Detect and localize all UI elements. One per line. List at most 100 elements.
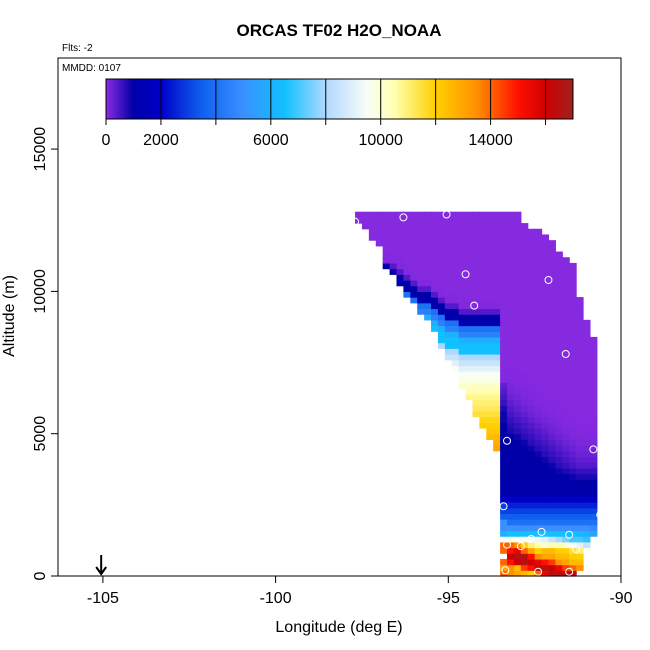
- heatmap-cell: [569, 536, 577, 543]
- heatmap-cell: [437, 217, 446, 224]
- heatmap-cell: [520, 456, 529, 463]
- heatmap-cell: [451, 262, 460, 270]
- heatmap-cell: [527, 342, 536, 349]
- heatmap-cell: [534, 240, 543, 247]
- heatmap-cell: [520, 331, 529, 338]
- heatmap-cell: [541, 280, 550, 287]
- heatmap-cell: [472, 262, 480, 270]
- heatmap-cell: [437, 280, 446, 287]
- heatmap-cell: [583, 428, 591, 435]
- heatmap-cell: [589, 484, 598, 492]
- heatmap-cell: [541, 479, 550, 486]
- heatmap-cell: [424, 251, 432, 258]
- heatmap-cell: [431, 211, 439, 218]
- heatmap-cell: [472, 257, 480, 264]
- heatmap-cell: [527, 513, 536, 520]
- heatmap-cell: [431, 228, 439, 236]
- heatmap-cell: [569, 336, 577, 344]
- heatmap-cell: [527, 519, 536, 526]
- heatmap-cell: [451, 223, 460, 230]
- heatmap-cell: [493, 262, 501, 270]
- heatmap-cell: [493, 410, 501, 418]
- heatmap-cell: [479, 274, 487, 281]
- heatmap-cell: [486, 285, 494, 292]
- heatmap-cell: [493, 405, 501, 412]
- heatmap-cell: [576, 536, 584, 543]
- heatmap-cell: [583, 416, 591, 423]
- heatmap-cell: [589, 450, 598, 458]
- heatmap-cell: [541, 456, 550, 463]
- heatmap-cell: [500, 490, 508, 497]
- heatmap-cell: [548, 240, 556, 247]
- heatmap-cell: [520, 507, 529, 514]
- heatmap-cell: [576, 524, 584, 532]
- heatmap-cell: [583, 365, 591, 372]
- heatmap-cell: [479, 342, 487, 349]
- heatmap-cell: [541, 262, 550, 270]
- heatmap-cell: [458, 354, 467, 361]
- heatmap-cell: [527, 319, 536, 327]
- heatmap-cell: [486, 297, 494, 304]
- heatmap-cell: [486, 228, 494, 236]
- heatmap-cell: [507, 536, 515, 543]
- heatmap-cell: [403, 257, 411, 264]
- heatmap-cell: [479, 268, 487, 275]
- heatmap-cell: [472, 336, 480, 344]
- heatmap-cell: [548, 336, 556, 344]
- heatmap-cell: [541, 325, 550, 332]
- heatmap-cell: [576, 456, 584, 463]
- heatmap-cell: [555, 393, 563, 401]
- heatmap-cell: [486, 245, 494, 253]
- heatmap-cell: [520, 519, 529, 526]
- heatmap-cell: [396, 234, 404, 241]
- heatmap-cell: [479, 376, 487, 384]
- heatmap-cell: [472, 348, 480, 355]
- heatmap-cell: [562, 319, 570, 327]
- heatmap-cell: [555, 473, 563, 480]
- heatmap-cell: [486, 217, 494, 224]
- heatmap-cell: [555, 433, 563, 440]
- heatmap-cell: [513, 456, 522, 463]
- heatmap-cell: [541, 433, 550, 440]
- heatmap-cell: [451, 342, 460, 349]
- heatmap-cell: [507, 558, 515, 566]
- heatmap-cell: [583, 502, 591, 509]
- heatmap-cell: [389, 257, 398, 264]
- heatmap-cell: [583, 530, 591, 537]
- heatmap-cell: [507, 331, 515, 338]
- heatmap-cell: [541, 484, 550, 492]
- heatmap-cell: [382, 234, 391, 241]
- heatmap-cell: [500, 228, 508, 236]
- heatmap-cell: [472, 393, 480, 401]
- heatmap-cell: [541, 354, 550, 361]
- heatmap-cell: [534, 422, 543, 429]
- heatmap-cell: [555, 547, 563, 554]
- heatmap-cell: [541, 536, 550, 543]
- heatmap-cell: [555, 354, 563, 361]
- heatmap-cell: [431, 234, 439, 241]
- heatmap-cell: [520, 234, 529, 241]
- heatmap-cell: [403, 245, 411, 253]
- heatmap-cell: [500, 371, 508, 378]
- heatmap-cell: [472, 217, 480, 224]
- heatmap-cell: [520, 291, 529, 298]
- heatmap-cell: [507, 348, 515, 355]
- heatmap-cell: [479, 285, 487, 292]
- heatmap-cell: [465, 291, 474, 298]
- heatmap-cell: [500, 479, 508, 486]
- heatmap-cell: [576, 558, 584, 566]
- heatmap-cell: [569, 496, 577, 503]
- heatmap-cell: [541, 336, 550, 344]
- heatmap-cell: [548, 473, 556, 480]
- heatmap-cell: [548, 280, 556, 287]
- sample-point: [442, 210, 451, 219]
- sample-point: [513, 199, 522, 208]
- heatmap-cell: [541, 473, 550, 480]
- heatmap-cell: [541, 388, 550, 395]
- heatmap-cell: [500, 519, 508, 526]
- sample-point: [351, 217, 360, 226]
- heatmap-cell: [403, 234, 411, 241]
- heatmap-cell: [486, 371, 494, 378]
- heatmap-cell: [520, 319, 529, 327]
- heatmap-cell: [465, 388, 474, 395]
